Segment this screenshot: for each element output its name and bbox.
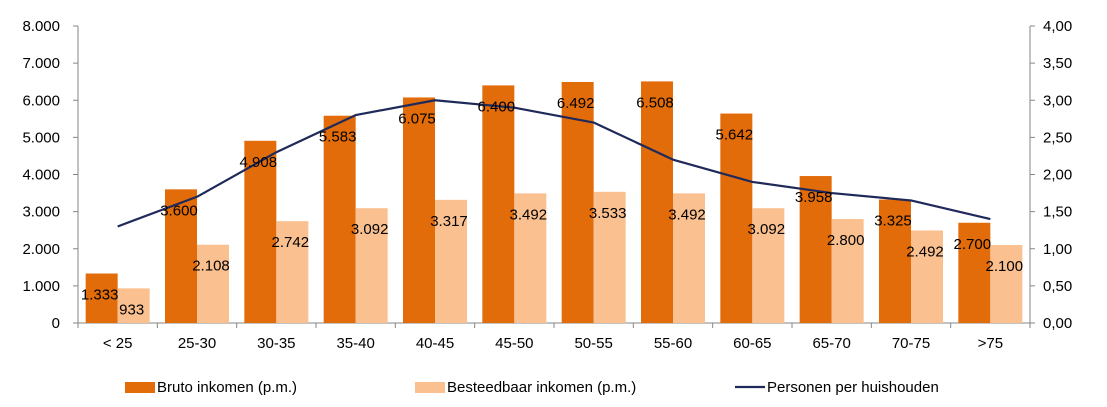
bar-besteedbaar bbox=[435, 199, 467, 323]
data-label-bruto: 6.492 bbox=[557, 95, 595, 112]
bar-bruto bbox=[165, 189, 197, 323]
legend-swatch-besteedbaar bbox=[415, 382, 445, 393]
data-label-besteedbaar: 3.317 bbox=[430, 213, 468, 230]
y-right-tick-label: 3,50 bbox=[1043, 55, 1072, 72]
bar-bruto bbox=[244, 140, 277, 323]
y-right-tick-label: 1,50 bbox=[1043, 204, 1072, 221]
data-label-besteedbaar: 3.492 bbox=[510, 206, 548, 223]
x-tick-label: 60-65 bbox=[733, 335, 771, 352]
y-left-tick-label: 6.000 bbox=[22, 92, 60, 109]
bar-besteedbaar bbox=[514, 193, 547, 323]
data-label-bruto: 5.583 bbox=[319, 129, 357, 146]
data-label-bruto: 4.908 bbox=[240, 154, 278, 171]
y-right-tick-label: 1,00 bbox=[1043, 241, 1072, 258]
bar-bruto bbox=[403, 97, 435, 323]
bar-besteedbaar bbox=[197, 244, 229, 323]
y-left-tick-label: 1.000 bbox=[22, 278, 60, 295]
y-right-tick-label: 3,00 bbox=[1043, 92, 1072, 109]
data-label-besteedbaar: 3.492 bbox=[668, 206, 706, 223]
bar-bruto bbox=[958, 222, 991, 323]
bar-besteedbaar bbox=[990, 245, 1023, 323]
bar-bruto bbox=[323, 115, 356, 323]
x-tick-label: 35-40 bbox=[336, 335, 374, 352]
y-right-tick-label: 2,00 bbox=[1043, 167, 1072, 184]
data-label-besteedbaar: 3.092 bbox=[351, 221, 389, 238]
data-label-bruto: 6.400 bbox=[478, 98, 516, 115]
legend-label-personen: Personen per huishouden bbox=[767, 379, 939, 396]
x-tick-label: 65-70 bbox=[812, 335, 850, 352]
x-tick-label: 25-30 bbox=[178, 335, 216, 352]
data-label-besteedbaar: 2.800 bbox=[827, 232, 865, 249]
data-label-bruto: 6.508 bbox=[636, 94, 674, 111]
y-right-tick-label: 4,00 bbox=[1043, 18, 1072, 35]
bars-layer bbox=[85, 81, 1023, 324]
bar-besteedbaar bbox=[673, 193, 705, 323]
legend: Bruto inkomen (p.m.) Besteedbaar inkomen … bbox=[125, 379, 939, 396]
x-tick-label: < 25 bbox=[103, 335, 133, 352]
y-left-tick-label: 0 bbox=[52, 315, 60, 332]
legend-swatch-bruto bbox=[125, 382, 155, 393]
y-right-tick-label: 2,50 bbox=[1043, 129, 1072, 146]
data-label-besteedbaar: 2.492 bbox=[906, 243, 944, 260]
bar-besteedbaar bbox=[117, 288, 150, 323]
x-tick-label: 55-60 bbox=[654, 335, 692, 352]
data-label-bruto: 3.325 bbox=[874, 213, 912, 230]
data-label-bruto: 6.075 bbox=[398, 110, 436, 127]
bar-bruto bbox=[879, 199, 911, 323]
data-label-bruto: 3.600 bbox=[160, 202, 198, 219]
bar-besteedbaar bbox=[593, 191, 626, 323]
line-personen bbox=[117, 99, 991, 228]
bar-bruto bbox=[641, 81, 673, 323]
x-tick-label: 70-75 bbox=[892, 335, 930, 352]
data-label-besteedbaar: 3.092 bbox=[748, 221, 786, 238]
x-tick-label: 45-50 bbox=[495, 335, 533, 352]
x-tick-label: 50-55 bbox=[574, 335, 612, 352]
y-left-tick-label: 2.000 bbox=[22, 241, 60, 258]
bar-besteedbaar bbox=[752, 208, 785, 323]
bar-bruto bbox=[720, 113, 753, 324]
x-tick-label: 30-35 bbox=[257, 335, 295, 352]
data-label-bruto: 2.700 bbox=[954, 236, 992, 253]
data-label-besteedbaar: 3.533 bbox=[589, 205, 627, 222]
bar-besteedbaar bbox=[911, 230, 943, 323]
y-right-tick-label: 0,00 bbox=[1043, 315, 1072, 332]
legend-label-besteedbaar: Besteedbaar inkomen (p.m.) bbox=[447, 379, 636, 396]
line-layer bbox=[117, 99, 991, 228]
bar-besteedbaar bbox=[831, 219, 864, 323]
bar-bruto bbox=[85, 273, 118, 323]
y-left-tick-label: 7.000 bbox=[22, 55, 60, 72]
axes-layer: 0 1.000 2.000 3.000 4.000 5.000 6.000 7.000 8.00… bbox=[22, 18, 1072, 352]
data-label-bruto: 1.333 bbox=[81, 287, 119, 304]
legend-label-bruto: Bruto inkomen (p.m.) bbox=[157, 379, 297, 396]
x-tick-label: >75 bbox=[978, 335, 1003, 352]
bar-besteedbaar bbox=[276, 221, 309, 323]
data-label-besteedbaar: 933 bbox=[119, 301, 144, 318]
y-left-tick-label: 5.000 bbox=[22, 129, 60, 146]
data-label-bruto: 5.642 bbox=[716, 127, 754, 144]
data-label-bruto: 3.958 bbox=[795, 189, 833, 206]
bar-besteedbaar bbox=[355, 208, 388, 323]
data-label-besteedbaar: 2.108 bbox=[192, 258, 230, 275]
y-left-tick-label: 8.000 bbox=[22, 18, 60, 35]
x-tick-label: 40-45 bbox=[416, 335, 454, 352]
bar-bruto bbox=[799, 176, 832, 323]
bar-bruto bbox=[482, 85, 515, 324]
y-left-tick-label: 3.000 bbox=[22, 204, 60, 221]
y-left-tick-label: 4.000 bbox=[22, 167, 60, 184]
y-right-tick-label: 0,50 bbox=[1043, 278, 1072, 295]
data-label-besteedbaar: 2.100 bbox=[986, 258, 1024, 275]
data-label-besteedbaar: 2.742 bbox=[272, 234, 310, 251]
